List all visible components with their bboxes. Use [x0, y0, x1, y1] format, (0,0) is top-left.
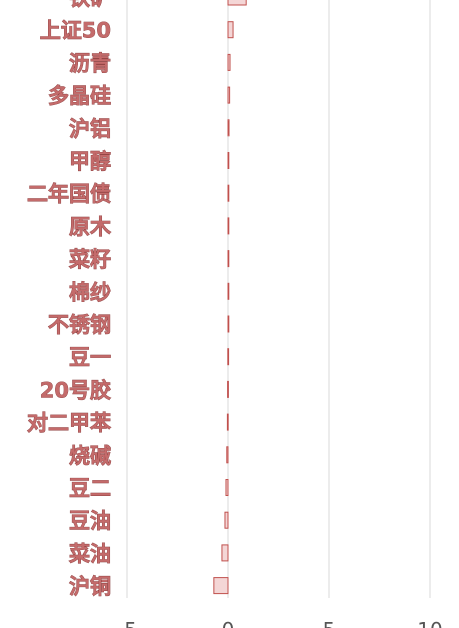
category-label-8: 菜籽 — [68, 248, 111, 272]
category-label-16: 豆油 — [69, 509, 111, 533]
category-label-11: 豆一 — [69, 346, 111, 370]
x-tick-label-2: 5 — [323, 618, 336, 628]
category-label-13: 对二甲苯 — [27, 411, 111, 435]
category-label-6: 二年国债 — [27, 182, 111, 206]
x-tick-label-3: 10 — [417, 618, 442, 628]
bar-6 — [227, 184, 230, 202]
bar-7 — [227, 217, 230, 235]
grid-lines — [126, 0, 431, 598]
category-label-18: 沪铜 — [69, 575, 111, 599]
bar-12 — [227, 380, 229, 398]
category-label-12: 20号胶 — [40, 378, 111, 402]
bar-16 — [224, 511, 229, 529]
category-label-15: 豆二 — [69, 477, 111, 501]
bar-17 — [221, 544, 229, 562]
category-label-7: 原木 — [69, 215, 112, 239]
bar-14 — [226, 446, 229, 464]
bar-9 — [227, 282, 230, 300]
category-label-17: 菜油 — [68, 542, 111, 566]
category-label-2: 沥青 — [69, 51, 111, 75]
x-tick-labels: -5 0 5 10 — [117, 618, 443, 628]
bar-5 — [227, 152, 230, 169]
bar-10 — [227, 315, 230, 333]
category-label-9: 棉纱 — [69, 280, 111, 304]
bar-0 — [227, 0, 247, 6]
x-tick-label-0: -5 — [117, 618, 137, 628]
bar-3 — [227, 86, 231, 104]
bars — [213, 0, 247, 595]
x-tick-label-1: 0 — [222, 618, 235, 628]
category-label-3: 多晶硅 — [48, 84, 111, 108]
category-label-1: 上证50 — [40, 19, 111, 43]
category-label-10: 不锈钢 — [48, 313, 111, 337]
bar-1 — [227, 21, 234, 39]
bar-2 — [227, 53, 231, 71]
bar-11 — [227, 348, 230, 366]
bar-13 — [226, 413, 229, 431]
category-label-4: 沪铝 — [69, 117, 111, 141]
bar-18 — [213, 577, 229, 595]
category-label-5: 甲醇 — [69, 150, 111, 174]
bar-8 — [227, 250, 230, 268]
category-label-14: 烧碱 — [69, 444, 111, 468]
bar-15 — [225, 479, 229, 496]
category-label-0: 铁矿 — [69, 0, 111, 10]
bar-4 — [227, 119, 230, 137]
